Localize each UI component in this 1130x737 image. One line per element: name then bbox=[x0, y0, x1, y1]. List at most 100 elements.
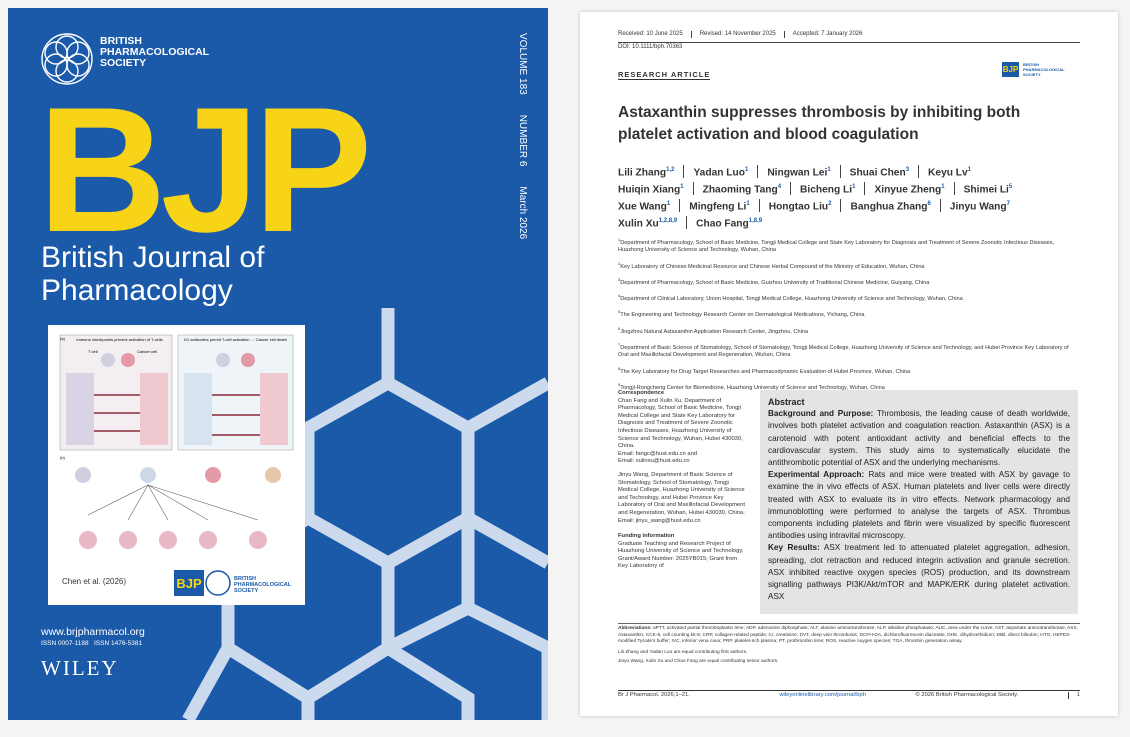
figure-label: T cell bbox=[88, 349, 98, 354]
author-name: Lili Zhang bbox=[618, 167, 667, 179]
author-name: Xue Wang bbox=[618, 201, 667, 213]
author-affiliation: 1 bbox=[967, 167, 972, 173]
abstract-label: Experimental Approach: bbox=[768, 470, 865, 480]
citation: Br J Pharmacol. 2026;1–21. bbox=[618, 692, 690, 698]
affiliation-text: Jingzhou Natural Astaxanthin Application… bbox=[620, 328, 809, 335]
abstract-text: Thrombosis, the leading cause of death w… bbox=[768, 409, 1070, 468]
author-name: Chao Fang bbox=[696, 218, 749, 230]
author-affiliation: 1 bbox=[827, 167, 831, 173]
author: Chao Fang1,8,9 bbox=[686, 215, 771, 230]
note: Lili Zhang and Yadan Luo are equal contr… bbox=[618, 649, 748, 655]
abbreviations: Abbreviations: aPTT, activated partial t… bbox=[618, 626, 1080, 666]
author-name: Bicheng Li bbox=[800, 184, 853, 196]
author-name: Mingfeng Li bbox=[689, 201, 747, 213]
affiliation-text: Tongji-Rongcheng Center for Biomedicine,… bbox=[620, 384, 885, 391]
abstract-label: Background and Purpose: bbox=[768, 409, 874, 419]
affiliation-number: 2 bbox=[618, 260, 621, 266]
author-affiliation: 1 bbox=[852, 183, 856, 190]
number: NUMBER 6 bbox=[517, 114, 528, 167]
author-name: Shuai Chen bbox=[849, 167, 906, 179]
author-name: Jinyu Wang bbox=[949, 201, 1007, 213]
correspondence-block: Email: fangc@hust.edu.cn and bbox=[618, 450, 698, 457]
figure-society: BRITISH PHARMACOLOGICAL SOCIETY bbox=[234, 576, 292, 594]
website: www.brjpharmacol.org bbox=[41, 626, 145, 638]
affiliation-number: 7 bbox=[618, 342, 621, 347]
correspondence-block: Email: xulinxu@hust.edu.cn bbox=[618, 458, 690, 465]
journal-name: British Journal of Pharmacology bbox=[41, 241, 265, 307]
dates: Received: 10 June 2025 Revised: 14 Novemb… bbox=[618, 31, 862, 39]
author-affiliation: 1 bbox=[680, 183, 684, 190]
author: Banghua Zhang6 bbox=[840, 198, 939, 213]
affiliation: 7Department of Basic Science of Stomatol… bbox=[618, 341, 1080, 360]
author-affiliation: 1 bbox=[746, 200, 750, 207]
author-affiliation: 5 bbox=[1008, 183, 1013, 190]
affiliation: 1Department of Pharmacology, School of B… bbox=[618, 236, 1080, 255]
author-name: Zhaoming Tang bbox=[702, 184, 778, 196]
authors: Lili Zhang1,2 Yadan Luo1 Ningwan Lei1 Shuai… bbox=[618, 165, 1078, 233]
society-name: BRITISH PHARMACOLOGICAL SOCIETY bbox=[100, 35, 209, 69]
author: Shimei Li5 bbox=[953, 181, 1022, 196]
page-number: 1 bbox=[1067, 692, 1080, 700]
author-affiliation: 2 bbox=[828, 200, 832, 207]
journal-cover: BRITISH PHARMACOLOGICAL SOCIETY BJP Brit… bbox=[8, 8, 548, 720]
author-affiliation: 1 bbox=[744, 167, 749, 173]
author: Jinyu Wang7 bbox=[939, 198, 1019, 213]
section: RESEARCH ARTICLE bbox=[618, 70, 711, 80]
panel-label: (a) bbox=[60, 336, 65, 341]
author: Zhaoming Tang4 bbox=[692, 181, 790, 196]
affiliation: 2Key Laboratory of Chinese Medicinal Res… bbox=[618, 260, 1080, 271]
figure-heading: ICI antibodies permit T-cell activation … bbox=[184, 337, 287, 342]
author-name: Xinyue Zheng bbox=[874, 184, 942, 196]
accepted: Accepted: 7 January 2026 bbox=[783, 31, 862, 39]
correspondence-block: Email: jinyu_wang@hust.edu.cn bbox=[618, 517, 701, 524]
society-logo bbox=[41, 33, 93, 85]
author: Ningwan Lei1 bbox=[757, 165, 839, 179]
figure-heading: Immune checkpoints prevent activation of… bbox=[76, 337, 163, 342]
author: Huiqin Xiang1 bbox=[618, 182, 693, 195]
abstract-section: Key Results: ASX treatment led to attenu… bbox=[768, 542, 1070, 603]
author-affiliation: 1,2 bbox=[666, 167, 675, 173]
author-name: Huiqin Xiang bbox=[618, 184, 681, 196]
heading: Correspondence bbox=[618, 390, 665, 396]
issn: ISSN 0007-1188 ISSN 1476-5381 bbox=[41, 640, 143, 647]
author: Shuai Chen3 bbox=[839, 165, 918, 179]
affiliation: 3Department of Pharmacology, School of B… bbox=[618, 276, 1080, 287]
doi: DOI: 10.1111/bph.70363 bbox=[618, 44, 683, 50]
abstract-section: Experimental Approach: Rats and mice wer… bbox=[768, 469, 1070, 542]
author-affiliation: 1,2,8,9 bbox=[658, 217, 678, 224]
author-name: Banghua Zhang bbox=[850, 201, 928, 213]
author-affiliation: 7 bbox=[1006, 200, 1010, 207]
abstract-text: Rats and mice were treated with ASX by g… bbox=[768, 470, 1071, 541]
affiliation-text: Department of Pharmacology, School of Ba… bbox=[620, 279, 930, 286]
correspondence-block: Jinyu Wang, Department of Basic Science … bbox=[618, 471, 745, 516]
author-affiliation: 4 bbox=[777, 183, 782, 190]
author-affiliation: 1 bbox=[941, 183, 945, 190]
note: Jinyu Wang, Xulin Xu and Chao Fang are e… bbox=[618, 659, 779, 665]
abstract-text: ASX treatment led to attenuated platelet… bbox=[768, 543, 1070, 602]
rule bbox=[618, 42, 1080, 43]
affiliation-number: 8 bbox=[618, 365, 621, 371]
abstract-heading: Abstract bbox=[768, 397, 805, 407]
affiliation-number: 5 bbox=[618, 309, 621, 315]
affiliation: 6Jingzhou Natural Astaxanthin Applicatio… bbox=[618, 325, 1080, 336]
label: Abbreviations: bbox=[618, 626, 652, 631]
correspondence: Correspondence Chao Fang and Xulin Xu, D… bbox=[618, 390, 746, 571]
author: Xulin Xu1,2,8,9 bbox=[618, 216, 686, 229]
journal-acronym: BJP bbox=[38, 70, 372, 269]
abstract-section: Background and Purpose: Thrombosis, the … bbox=[768, 408, 1070, 469]
figure-illustration: BJP bbox=[59, 334, 294, 596]
author-name: Shimei Li bbox=[963, 184, 1009, 196]
affiliation: 8The Key Laboratory for Drug Target Rese… bbox=[618, 365, 1080, 376]
author: Lili Zhang1,2 bbox=[618, 165, 683, 178]
affiliation-text: The Engineering and Technology Research … bbox=[620, 312, 865, 319]
title: Astaxanthin suppresses thrombosis by inh… bbox=[618, 104, 1021, 143]
author: Keyu Lv1 bbox=[918, 165, 980, 179]
figure-credit: Chen et al. (2026) bbox=[62, 577, 127, 586]
affiliation-number: 1 bbox=[618, 237, 621, 242]
url: wileyonlinelibrary.com/journal/bph bbox=[779, 692, 866, 698]
issue-info: VOLUME 183 NUMBER 6 March 2026 bbox=[517, 33, 528, 239]
author-name: Hongtao Liu bbox=[768, 201, 829, 213]
affiliation-text: Department of Basic Science of Stomatolo… bbox=[618, 344, 1069, 359]
rule bbox=[618, 690, 1080, 691]
